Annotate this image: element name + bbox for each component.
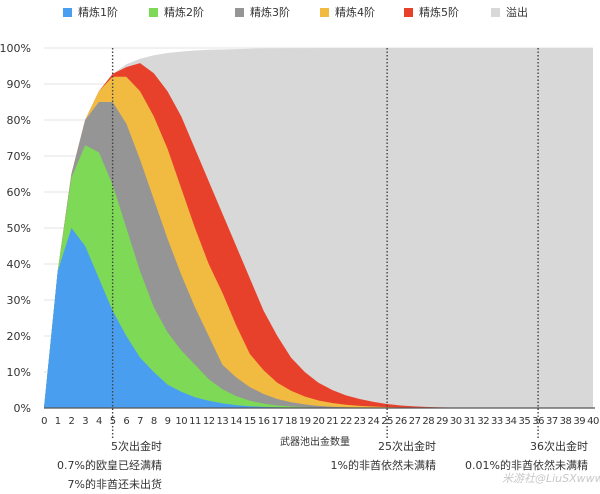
x-tick-label: 6 [123,416,129,427]
y-axis-ticks: 0% 10% 20% 30% 40% 50% 60% 70% 80% 90% 100% [0,42,31,415]
legend-item: 精炼4阶 [320,6,375,20]
legend-item: 溢出 [491,6,528,20]
x-tick-label: 38 [560,416,572,427]
y-tick-label: 80% [7,114,31,127]
y-tick-label: 20% [7,330,31,343]
x-tick-label: 18 [285,416,297,427]
x-tick-label: 3 [82,416,88,427]
x-tick-label: 9 [165,416,171,427]
legend-swatch [320,8,329,17]
legend-swatch [235,8,244,17]
x-axis-title: 武器池出金数量 [280,437,350,448]
y-tick-label: 50% [7,222,31,235]
x-tick-label: 35 [519,416,531,427]
y-tick-label: 0% [14,402,31,415]
annotation-line: 7%的非酋还未出货 [67,478,162,491]
legend-item: 精炼5阶 [404,6,459,20]
annotation-line: 1%的非酋依然未满精 [330,459,436,472]
x-axis-ticks: 0 1 2 3 4 5 6 7 8 9 10 11 12 13 14 15 16 17 18 19 20 21 22 23 24… [41,416,599,427]
annotation-line: 36次出金时 [530,440,588,453]
x-tick-label: 4 [96,416,102,427]
annotation-line: 0.7%的欧皇已经满精 [57,459,162,472]
y-tick-label: 90% [7,78,31,91]
legend-label: 精炼2阶 [164,6,204,19]
x-tick-label: 23 [354,416,366,427]
y-tick-label: 100% [0,42,31,55]
legend-label: 溢出 [506,6,528,19]
x-tick-label: 16 [258,416,270,427]
legend-label: 精炼3阶 [250,6,290,19]
legend-label: 精炼4阶 [335,6,375,19]
x-tick-label: 39 [573,416,585,427]
x-tick-label: 13 [217,416,229,427]
x-tick-label: 0 [41,416,47,427]
y-tick-label: 60% [7,186,31,199]
legend-item: 精炼1阶 [63,6,118,20]
annotation-25: 25次出金时 1%的非酋依然未满精 [331,437,436,475]
x-tick-label: 27 [409,416,421,427]
x-tick-label: 34 [505,416,517,427]
x-tick-label: 33 [491,416,503,427]
x-tick-label: 5 [110,416,116,427]
x-tick-label: 22 [340,416,352,427]
x-tick-label: 7 [137,416,143,427]
y-tick-label: 70% [7,150,31,163]
area-series [44,48,593,409]
x-tick-label: 19 [299,416,311,427]
annotation-36: 36次出金时 0.01%的非酋依然未满精 [465,437,588,475]
y-tick-label: 30% [7,294,31,307]
annotation-line: 5次出金时 [111,440,162,453]
x-tick-label: 12 [203,416,215,427]
reference-lines [111,48,539,440]
x-tick-label: 31 [464,416,476,427]
annotation-line: 0.01%的非酋依然未满精 [465,459,588,472]
x-tick-label: 29 [436,416,448,427]
x-tick-label: 2 [69,416,75,427]
x-tick-label: 32 [477,416,489,427]
watermark: 米游社@LiuSXwww [502,472,600,485]
x-tick-label: 30 [450,416,462,427]
legend-item: 精炼3阶 [235,6,290,20]
x-tick-label: 8 [151,416,157,427]
legend-label: 精炼1阶 [78,6,118,19]
legend-swatch [149,8,158,17]
x-tick-label: 1 [55,416,61,427]
legend-swatch [404,8,413,17]
y-tick-label: 40% [7,258,31,271]
x-tick-label: 17 [271,416,283,427]
x-tick-label: 36 [532,416,544,427]
legend-label: 精炼5阶 [419,6,459,19]
y-tick-label: 10% [7,366,31,379]
area-r3 [44,102,593,408]
annotation-line: 25次出金时 [378,440,436,453]
x-tick-label: 20 [313,416,325,427]
x-tick-label: 25 [381,416,393,427]
x-tick-label: 11 [189,416,201,427]
legend-item: 精炼2阶 [149,6,204,20]
x-tick-label: 15 [244,416,256,427]
x-tick-label: 28 [422,416,434,427]
x-tick-label: 21 [326,416,338,427]
x-tick-label: 10 [175,416,187,427]
x-tick-label: 14 [230,416,242,427]
x-tick-label: 40 [587,416,599,427]
annotation-5: 5次出金时 0.7%的欧皇已经满精 7%的非酋还未出货 [57,437,162,494]
legend-swatch [491,8,500,17]
x-tick-label: 24 [368,416,380,427]
x-tick-label: 37 [546,416,558,427]
legend-swatch [63,8,72,17]
x-tick-label: 26 [395,416,407,427]
area-r1 [44,228,593,408]
